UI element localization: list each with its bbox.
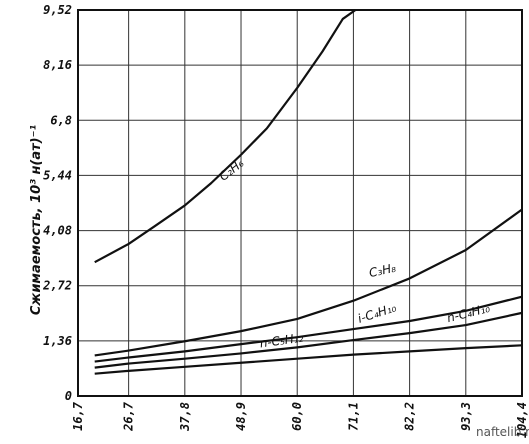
x-tick-label: 48,9 bbox=[234, 402, 248, 431]
series-lines bbox=[94, 9, 523, 375]
x-tick-label: 71,1 bbox=[346, 402, 360, 431]
x-tick-label: 93,3 bbox=[459, 402, 473, 431]
y-tick-label: 0 bbox=[65, 389, 72, 403]
watermark: naftelib.ru bbox=[476, 425, 529, 439]
y-tick-label: 9,52 bbox=[43, 3, 72, 17]
y-tick-label: 8,16 bbox=[43, 58, 72, 72]
x-tick-label: 37,8 bbox=[178, 402, 192, 432]
series-label-1: C₃H₈ bbox=[368, 261, 398, 280]
y-tick-label: 2,72 bbox=[42, 279, 72, 293]
y-tick-label: 5,44 bbox=[43, 168, 72, 182]
x-tick-label: 82,2 bbox=[403, 402, 417, 431]
series-line-1 bbox=[94, 208, 523, 357]
y-axis-label: Сжимаемость, 10³ н(ат)⁻¹ bbox=[29, 125, 44, 316]
series-label-0: C₂H₆ bbox=[217, 156, 247, 184]
series-line-4 bbox=[94, 344, 523, 375]
x-tick-labels: 16,7 26,7 37,8 48,9 60,0 71,1 82,2 93,3 104,4 bbox=[71, 401, 529, 438]
series-label-4: n-C₅H₁₂ bbox=[259, 331, 304, 351]
x-tick-label: 16,7 bbox=[71, 401, 85, 431]
series-line-0 bbox=[94, 9, 357, 264]
x-tick-label: 104,4 bbox=[515, 402, 529, 438]
y-tick-label: 1,36 bbox=[43, 334, 72, 348]
y-tick-labels: 0 1,36 2,72 4,08 5,44 6,8 8,16 9,52 bbox=[42, 3, 72, 403]
series-line-2 bbox=[94, 295, 523, 363]
plot-frame bbox=[77, 9, 523, 397]
y-tick-label: 4,08 bbox=[43, 224, 72, 238]
x-tick-label: 26,7 bbox=[122, 401, 136, 432]
x-tick-label: 60,0 bbox=[290, 402, 304, 431]
series-line-3 bbox=[94, 311, 523, 369]
series-label-2: i-C₄H₁₀ bbox=[356, 300, 398, 326]
y-tick-label: 6,8 bbox=[50, 113, 72, 127]
